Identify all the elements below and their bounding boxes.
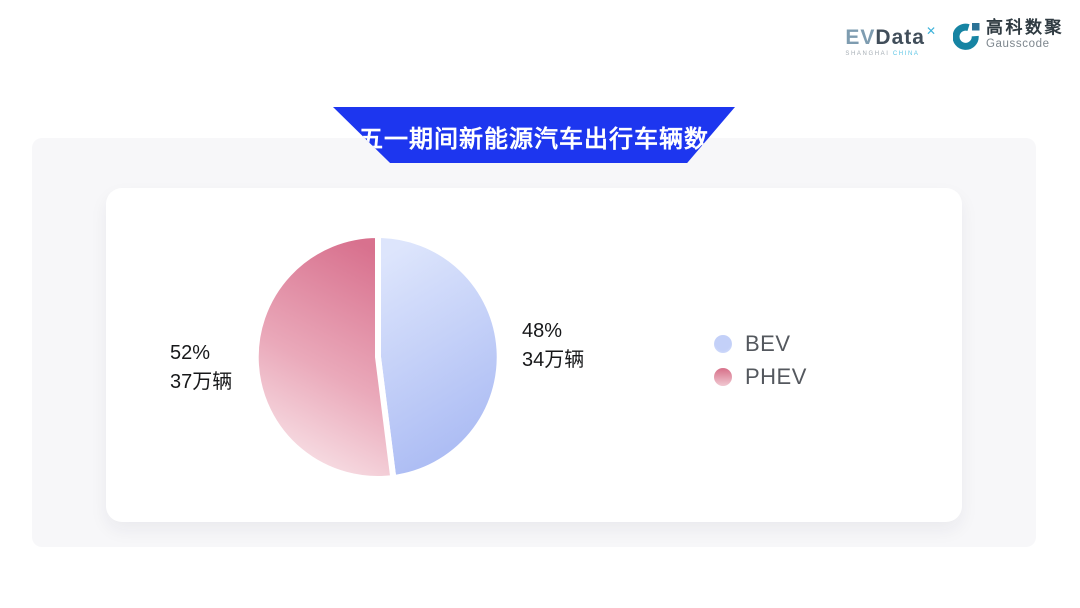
title-banner: 五一期间新能源汽车出行车辆数 <box>333 107 735 163</box>
phev-legend-label: PHEV <box>745 364 807 389</box>
evdata-data-text: Data <box>875 26 925 49</box>
chart-card <box>106 188 962 522</box>
phev-amount: 37万辆 <box>170 371 233 393</box>
evdata-subtext: SHANGHAI CHINA <box>845 51 919 57</box>
bev-percent: 48% <box>522 320 563 342</box>
phev-legend-dot-icon <box>714 368 732 386</box>
bev-legend-label: BEV <box>745 331 791 356</box>
legend-item-phev[interactable]: PHEV <box>714 364 807 390</box>
gausscode-g-icon <box>953 22 980 50</box>
legend: BEV PHEV <box>714 331 807 390</box>
evdata-subtext-left: SHANGHAI <box>845 51 890 57</box>
pie-chart <box>248 227 508 487</box>
pie-slice-bev[interactable] <box>375 232 503 481</box>
evdata-x-icon: ✕ <box>925 24 937 38</box>
pie-slice-phev[interactable] <box>252 231 397 482</box>
evdata-logo: EVData✕ SHANGHAI CHINA <box>845 18 937 57</box>
gausscode-name-cn: 高科数聚 <box>986 18 1064 37</box>
phev-percent: 52% <box>170 342 211 364</box>
evdata-ev-text: EV <box>845 26 876 49</box>
phev-slice-label: 52% 37万辆 <box>170 339 232 397</box>
gausscode-text: 高科数聚 Gausscode <box>986 18 1064 51</box>
legend-item-bev[interactable]: BEV <box>714 331 807 357</box>
evdata-subtext-right: CHINA <box>892 51 920 57</box>
bev-legend-dot-icon <box>714 335 732 353</box>
gausscode-logo: 高科数聚 Gausscode <box>953 18 1064 51</box>
chart-title: 五一期间新能源汽车出行车辆数 <box>359 125 709 153</box>
bev-amount: 34万辆 <box>522 349 585 371</box>
brand-bar: EVData✕ SHANGHAI CHINA 高科数聚 Gausscode <box>845 18 1064 57</box>
gausscode-name-en: Gausscode <box>986 38 1050 50</box>
bev-slice-label: 48% 34万辆 <box>522 317 584 375</box>
evdata-wordmark: EVData✕ <box>845 21 937 48</box>
